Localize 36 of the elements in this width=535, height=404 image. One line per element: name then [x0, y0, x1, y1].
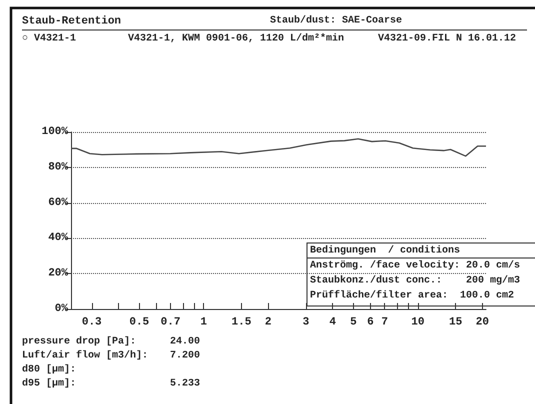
- y-tick-label: 40%: [48, 232, 68, 244]
- y-tick-label: 20%: [48, 268, 68, 280]
- text: 7.200: [170, 350, 200, 362]
- x-tick-label: 7: [381, 316, 388, 328]
- text: pressure drop [Pa]:: [22, 336, 136, 348]
- x-tick-label: 4: [329, 316, 336, 328]
- x-tick-label: 5: [350, 316, 358, 328]
- y-tick-label: 60%: [48, 196, 68, 209]
- annotation: Bedingungen / conditions: [310, 244, 460, 256]
- x-tick-label: 1: [200, 316, 208, 328]
- annotation: Prüffläche/filter area: 100.0 cm2: [310, 290, 514, 302]
- annotation: Staubkonz./dust conc.: 200 mg/m3: [310, 274, 520, 286]
- x-tick-label: 20: [476, 316, 489, 328]
- x-tick-label: 6: [367, 316, 374, 328]
- y-tick-label: 0%: [54, 303, 68, 315]
- y-tick-label: 100%: [42, 126, 68, 138]
- x-tick-label: 2: [264, 316, 272, 328]
- text: 5.233: [170, 378, 200, 390]
- x-tick-label: 0.3: [82, 316, 102, 328]
- x-tick-label: 3: [302, 316, 310, 328]
- text: Luft/air flow [m3/h]:: [22, 350, 148, 362]
- x-tick-label: 10: [411, 316, 424, 328]
- text: ○ V4321-1: [22, 34, 76, 44]
- text: V4321-09.FIL N 16.01.12: [378, 34, 516, 44]
- x-tick-label: 0.7: [160, 316, 180, 328]
- text: 24.00: [170, 336, 200, 348]
- text: Staub/dust: SAE-Coarse: [270, 14, 402, 26]
- text: V4321-1, KWM 0901-06, 1120 L/dm²*min: [128, 32, 344, 44]
- text: d95 [µm]:: [22, 378, 76, 390]
- text: d80 [µm]:: [22, 364, 76, 376]
- chart-title: Staub-Retention: [22, 16, 122, 28]
- x-tick-label: 15: [448, 316, 463, 328]
- y-tick-label: 80%: [48, 161, 68, 174]
- annotation: Anströmg. /face velocity: 20.0 cm/s: [310, 260, 520, 272]
- x-tick-label: 1.5: [232, 316, 252, 328]
- x-tick-label: 0.5: [129, 316, 150, 328]
